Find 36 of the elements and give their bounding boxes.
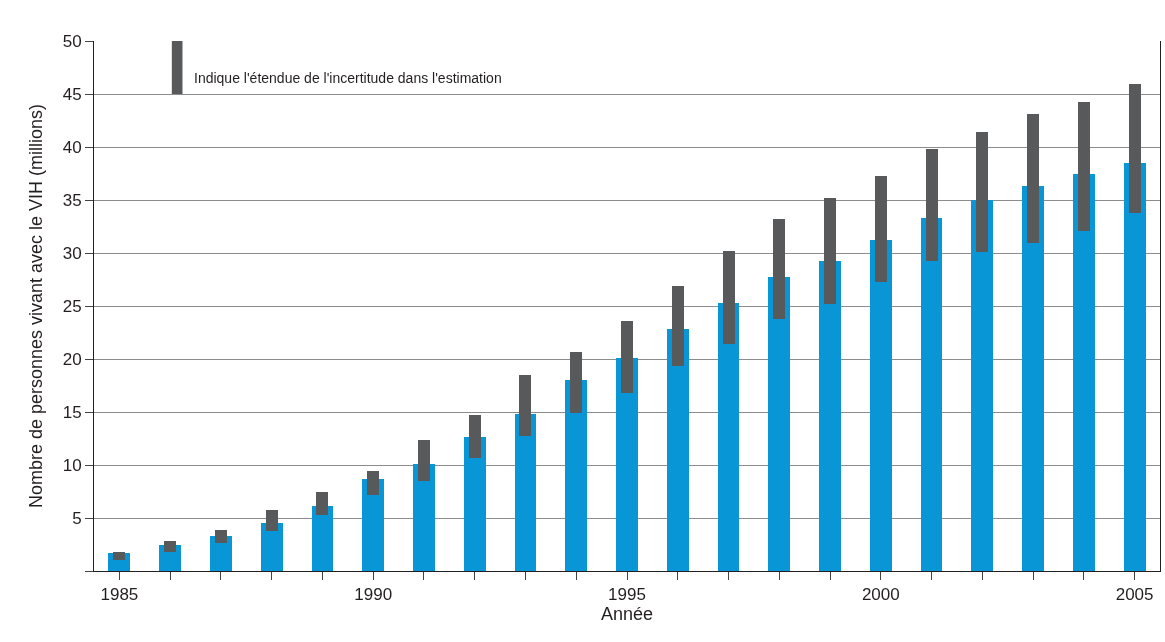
x-tick-label: 2005	[1115, 585, 1154, 605]
y-tick-label: 40	[62, 137, 82, 157]
bar	[870, 240, 892, 571]
bar	[1124, 163, 1146, 571]
bar	[261, 523, 283, 571]
bar	[768, 277, 790, 571]
y-tick-label: 35	[62, 190, 82, 210]
bar	[515, 414, 536, 571]
bar	[1073, 174, 1095, 571]
y-tick-label: 25	[62, 296, 82, 316]
bar	[413, 464, 435, 571]
y-axis-title: Nombre de personnes vivant avec le VIH (millions)	[25, 103, 46, 509]
x-axis-title: Année	[600, 604, 654, 625]
y-tick-label: 20	[62, 349, 82, 369]
y-tick-label: 50	[62, 31, 82, 51]
bar	[667, 329, 689, 571]
y-tick-label: 30	[62, 243, 82, 263]
bar	[718, 303, 739, 571]
y-tick-label: 15	[62, 402, 82, 422]
y-tick-label: 45	[62, 84, 82, 104]
bar	[971, 200, 993, 571]
bar	[921, 218, 942, 571]
y-tick-label: 5	[72, 508, 82, 528]
annotation: Indique l'étendue de l'incertitude dans l'estimation	[194, 70, 502, 86]
bar	[616, 358, 638, 571]
x-tick-label: 1990	[354, 585, 393, 605]
bar	[565, 380, 587, 571]
bar	[362, 479, 384, 571]
x-tick-label: 2000	[861, 585, 900, 605]
bar	[312, 506, 333, 571]
bar	[464, 437, 486, 571]
x-tick-label: 1995	[608, 585, 646, 605]
y-tick-label: 10	[62, 455, 82, 475]
x-tick-label: 1985	[100, 585, 139, 605]
bar	[1022, 186, 1044, 571]
bar	[819, 261, 841, 571]
